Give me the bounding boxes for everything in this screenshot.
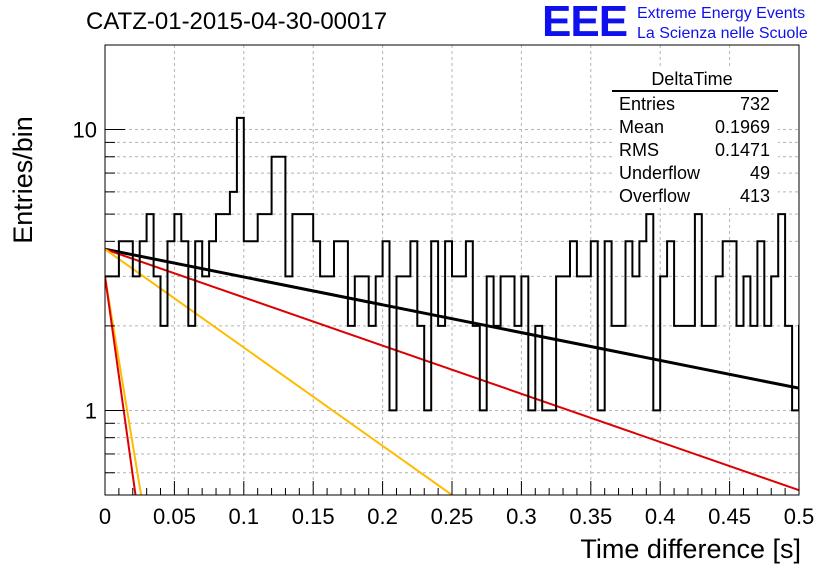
stats-row-value: 732 xyxy=(740,94,770,114)
x-tick-label: 0.35 xyxy=(569,504,612,529)
x-tick-label: 0 xyxy=(99,504,111,529)
eee-logo: EEE Extreme Energy Events La Scienza nel… xyxy=(542,0,832,46)
logo-mark: EEE xyxy=(542,0,628,46)
stats-row-value: 49 xyxy=(750,163,770,183)
y-tick-label: 1 xyxy=(85,398,97,423)
x-tick-label: 0.2 xyxy=(367,504,398,529)
x-tick-label: 0.3 xyxy=(506,504,537,529)
logo-subtitle-line1: Extreme Energy Events xyxy=(637,5,806,22)
histogram-outline xyxy=(105,116,799,412)
x-tick-label: 0.45 xyxy=(708,504,751,529)
fit-lines xyxy=(105,247,799,495)
stats-row-value: 0.1471 xyxy=(715,140,770,160)
stats-box-title: DeltaTime xyxy=(651,69,732,89)
y-tick-label: 10 xyxy=(73,118,97,143)
axis-ticks xyxy=(104,44,800,495)
x-tick-label: 0.05 xyxy=(153,504,196,529)
logo-subtitle-line2: La Scienza nelle Scuole xyxy=(637,25,808,42)
fit-line xyxy=(105,248,799,492)
fit-line xyxy=(105,276,137,495)
x-tick-label: 0.1 xyxy=(229,504,260,529)
stats-rows: Entries 732 Mean 0.1969 RMS 0.1471 Underflow 49… xyxy=(619,94,770,206)
stats-row-label: RMS xyxy=(619,140,659,160)
histogram-layer xyxy=(105,116,799,412)
stats-row-value: 413 xyxy=(740,186,770,206)
stats-box: DeltaTime Entries 732 Mean 0.1969 RMS 0.1471 U… xyxy=(612,68,778,208)
y-axis-title: Entries/bin xyxy=(8,116,38,244)
stats-row-label: Overflow xyxy=(619,186,691,206)
x-tick-label: 0.5 xyxy=(784,504,815,529)
fit-line xyxy=(105,247,799,390)
stats-row-label: Mean xyxy=(619,117,664,137)
x-tick-label: 0.4 xyxy=(645,504,676,529)
tick-labels: 0 0.05 0.1 0.15 0.2 0.25 0.3 0.35 0.4 0.45 0.5 1 10 xyxy=(73,118,815,529)
stats-row-label: Entries xyxy=(619,94,675,114)
x-tick-label: 0.25 xyxy=(431,504,474,529)
x-axis-title: Time difference [s] xyxy=(580,534,801,564)
fit-line xyxy=(105,248,453,495)
stats-row-value: 0.1969 xyxy=(715,117,770,137)
x-tick-label: 0.15 xyxy=(292,504,335,529)
chart-title: CATZ-01-2015-04-30-00017 xyxy=(86,8,388,35)
stats-row-label: Underflow xyxy=(619,163,701,183)
